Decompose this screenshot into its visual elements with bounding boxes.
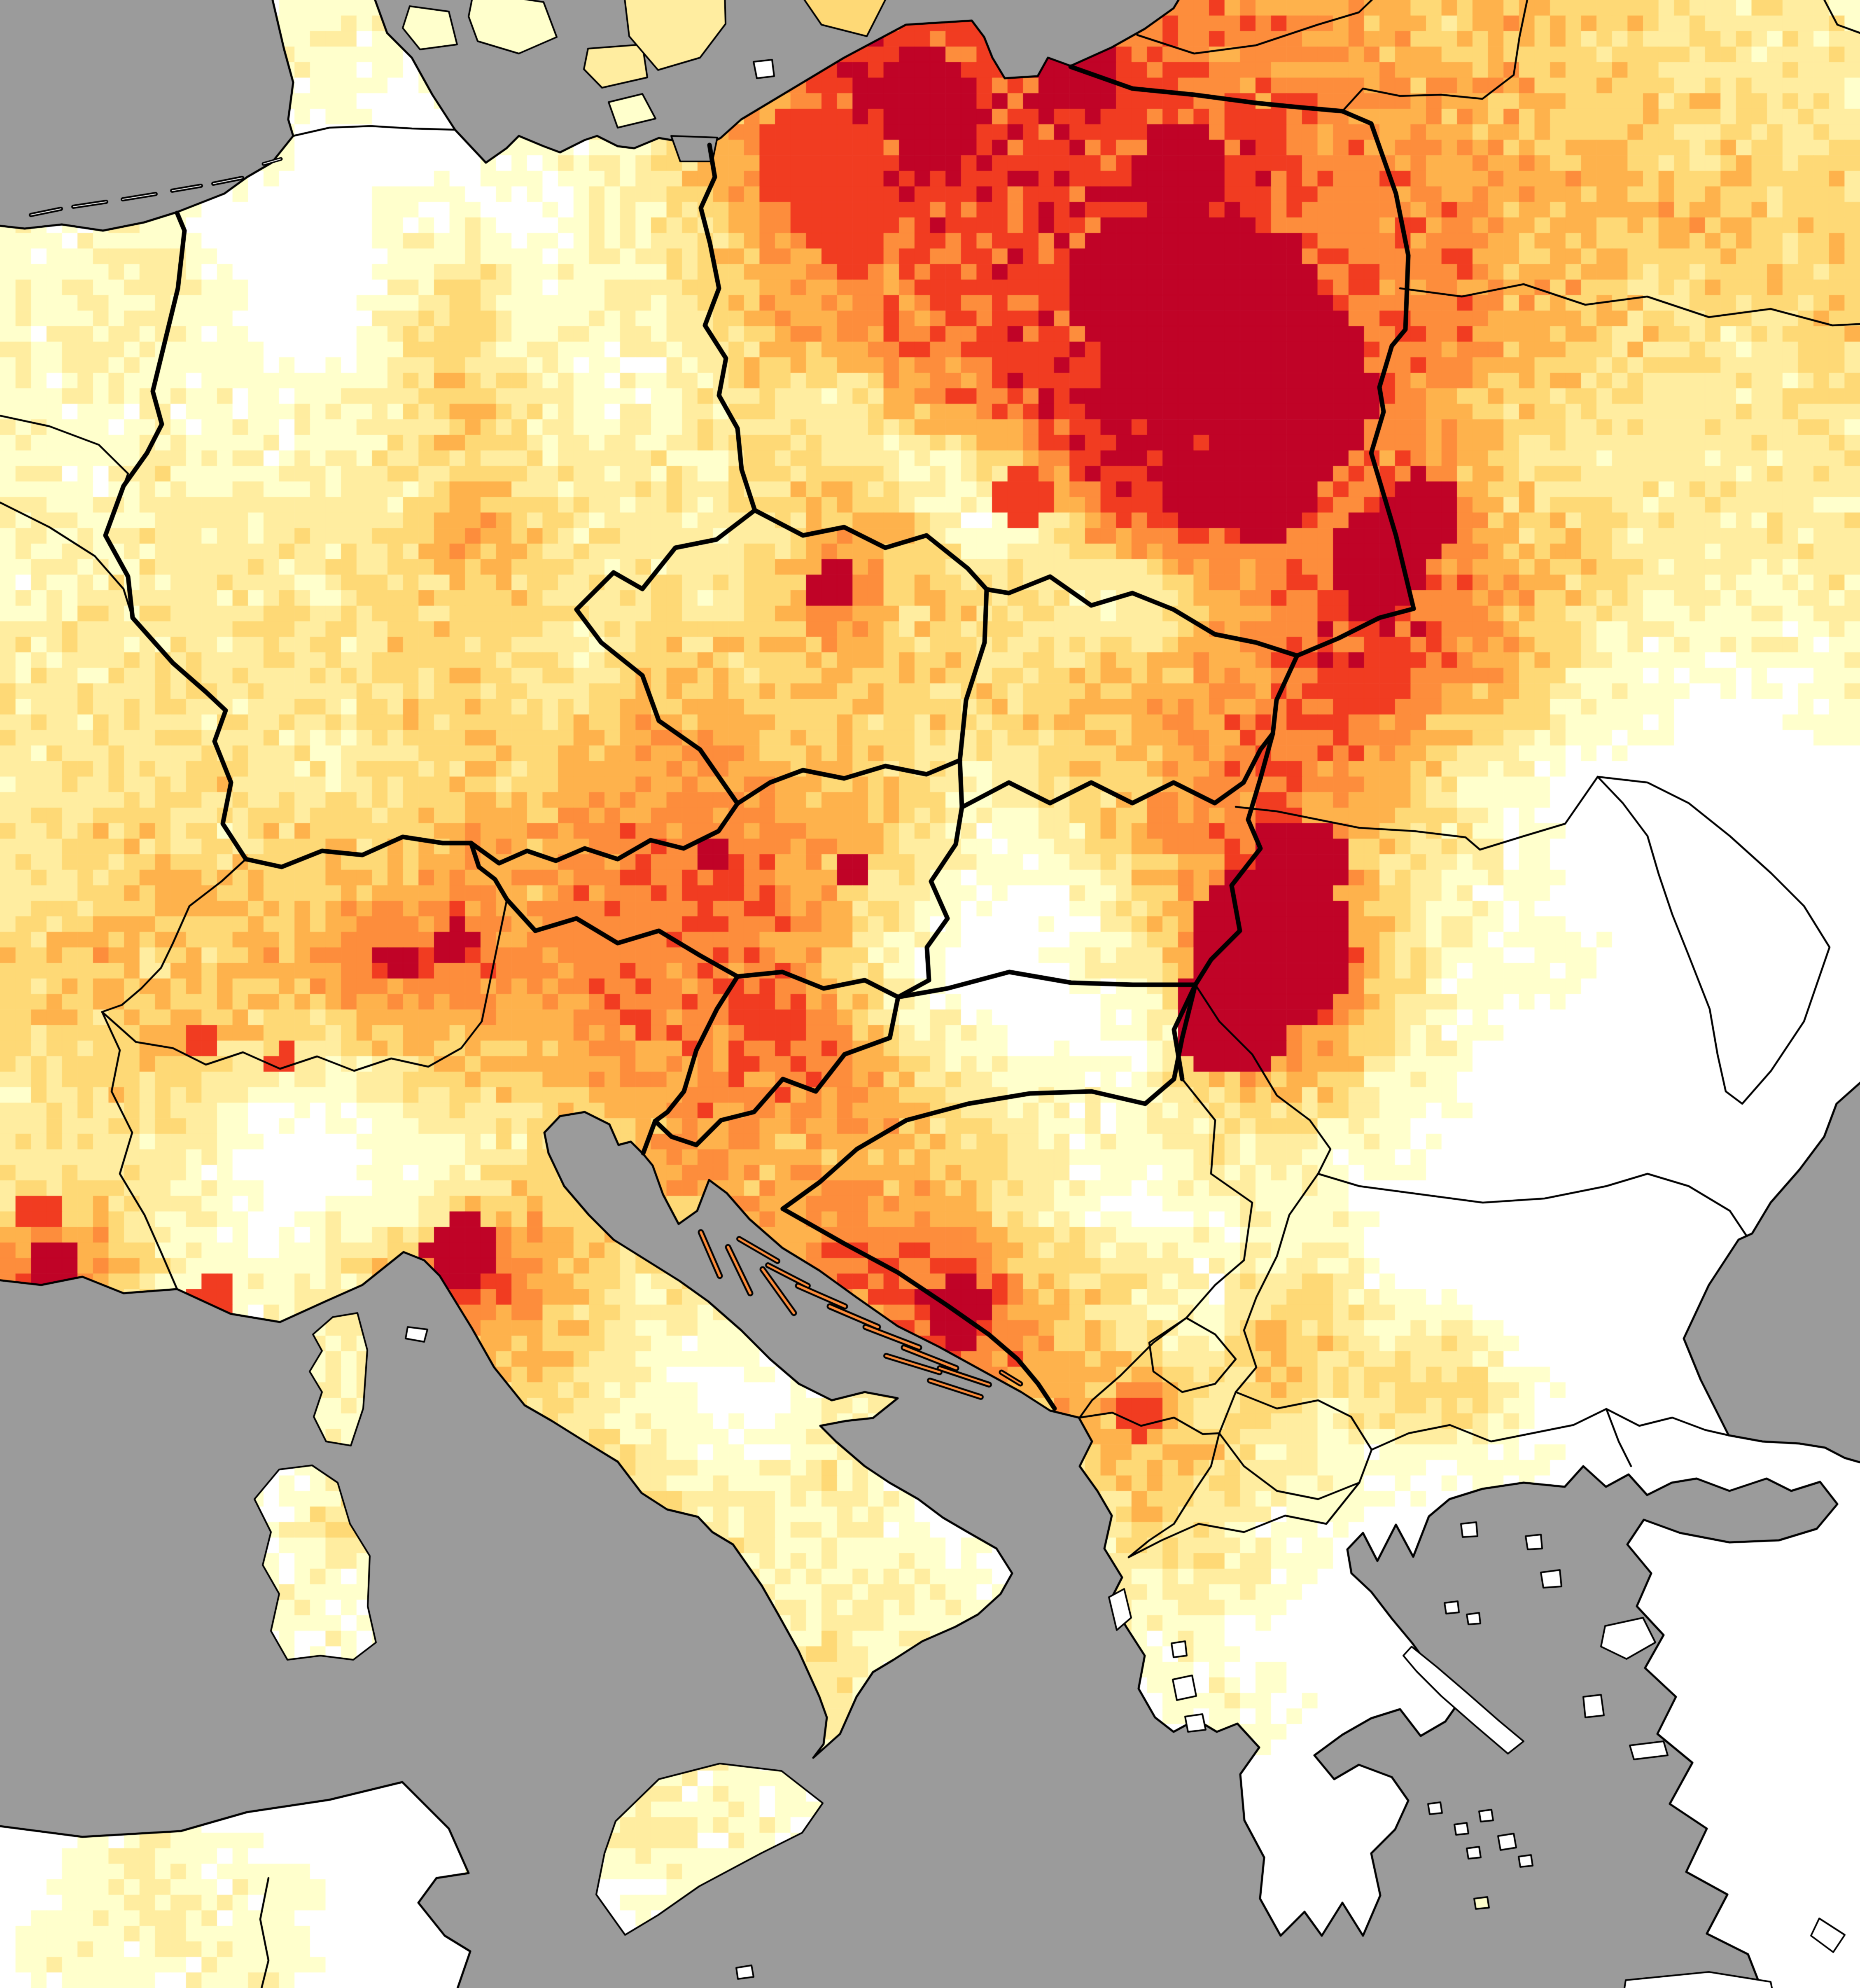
europe-heatmap-canvas (0, 0, 1860, 1988)
map-viewport (0, 0, 1860, 1988)
